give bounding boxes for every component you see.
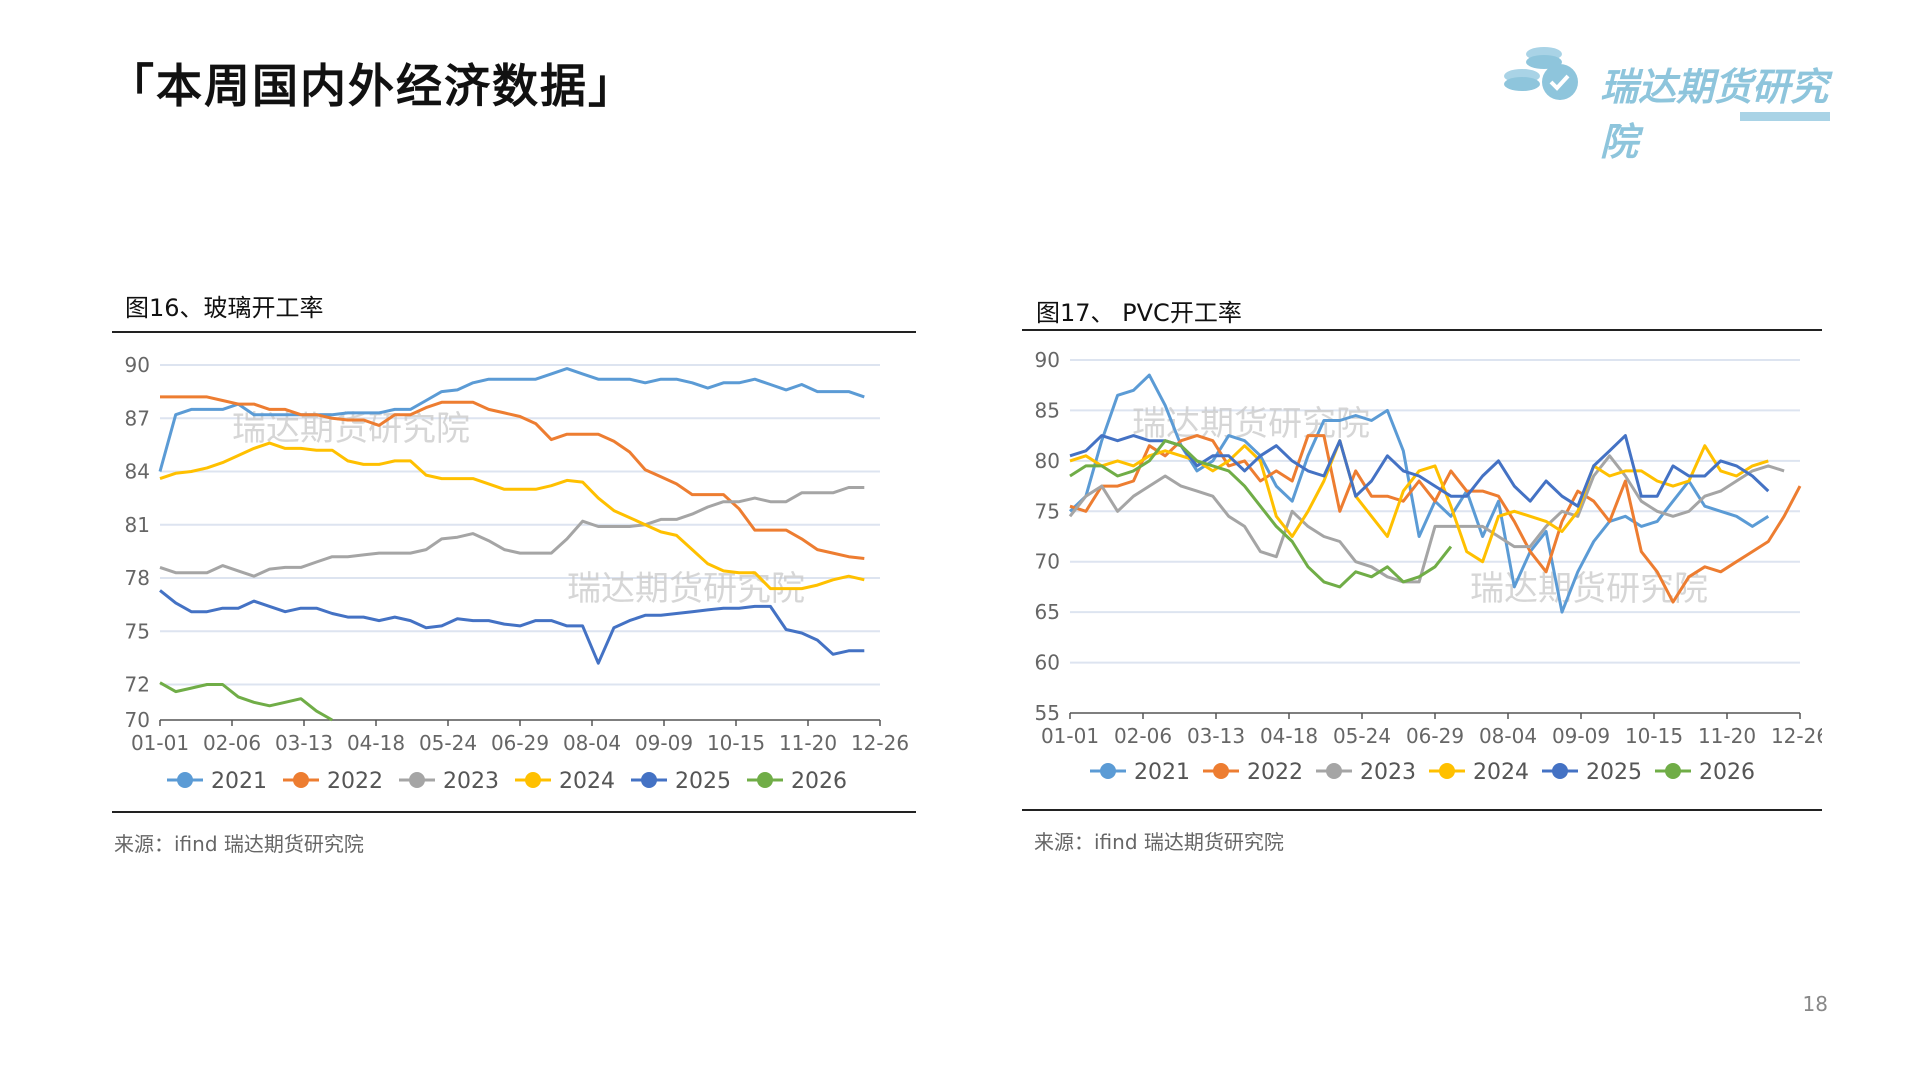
- page-title: 「本周国内外经济数据」: [108, 59, 636, 113]
- legend-marker: [641, 772, 657, 788]
- legend-marker: [1213, 763, 1229, 779]
- legend-label: 2021: [211, 769, 267, 794]
- legend-label: 2024: [559, 769, 615, 794]
- series-line-2022: [1069, 434, 1802, 604]
- legend-label: 2024: [1473, 760, 1529, 785]
- series-line-2025: [159, 589, 865, 665]
- legend-marker: [293, 772, 309, 788]
- legend-marker: [525, 772, 541, 788]
- y-tick-label: 84: [125, 460, 150, 484]
- y-tick-label: 90: [1035, 348, 1060, 372]
- x-tick-label: 01-01: [1041, 724, 1099, 748]
- x-tick-label: 06-29: [491, 731, 549, 755]
- series-line-2026: [159, 681, 333, 722]
- coin-stack-icon: [1504, 47, 1578, 100]
- x-tick-label: 03-13: [275, 731, 333, 755]
- x-tick-label: 05-24: [419, 731, 477, 755]
- series-line-2023: [159, 486, 865, 578]
- series-line-2023: [1068, 454, 1785, 584]
- y-tick-label: 75: [1035, 499, 1060, 523]
- legend-marker: [1552, 763, 1568, 779]
- y-tick-label: 80: [1035, 449, 1060, 473]
- y-tick-label: 85: [1035, 398, 1060, 422]
- bottom-rule: [1022, 809, 1822, 811]
- series-line-2026: [1069, 439, 1453, 589]
- x-tick-label: 02-06: [1114, 724, 1172, 748]
- logo-text: 瑞达期货研究院: [1600, 65, 1829, 164]
- legend-marker: [177, 772, 193, 788]
- legend-marker: [409, 772, 425, 788]
- y-tick-label: 87: [125, 406, 150, 430]
- legend-label: 2025: [1586, 760, 1642, 785]
- x-tick-label: 02-06: [203, 731, 261, 755]
- legend-marker: [1439, 763, 1455, 779]
- x-tick-label: 12-26: [851, 731, 909, 755]
- legend-marker: [757, 772, 773, 788]
- legend-label: 2023: [443, 769, 499, 794]
- watermark: 瑞达期货研究院: [567, 569, 805, 609]
- legend-marker: [1326, 763, 1342, 779]
- chart-glass-utilization: 70 72 75 78 81 84 87 90 01-01 02-06 03-13 04-18 05-2…: [125, 353, 910, 794]
- chart-title: 图16、玻璃开工率: [125, 294, 324, 322]
- source-note: 来源：ifind 瑞达期货研究院: [114, 832, 364, 856]
- legend-label: 2023: [1360, 760, 1416, 785]
- series-line-2024: [159, 441, 865, 591]
- x-tick-label: 11-20: [779, 731, 837, 755]
- legend-label: 2026: [791, 769, 847, 794]
- legend-label: 2022: [327, 769, 383, 794]
- series-line-2024: [1069, 439, 1769, 564]
- title-rule: [1022, 329, 1822, 331]
- y-tick-label: 65: [1035, 600, 1060, 624]
- y-tick-label: 70: [1035, 550, 1060, 574]
- legend-marker: [1100, 763, 1116, 779]
- logo-underline: [1740, 112, 1830, 121]
- y-tick-label: 55: [1035, 701, 1060, 725]
- series-line-2021: [158, 367, 865, 472]
- chart-pvc-utilization: 55 60 65 70 75 80 85 90 01-01 02-06 03-13 04-18 05-2…: [1035, 348, 1822, 785]
- y-tick-label: 90: [125, 353, 150, 377]
- x-tick-label: 10-15: [1625, 724, 1683, 748]
- x-tick-label: 04-18: [347, 731, 405, 755]
- y-tick-label: 78: [125, 566, 150, 590]
- y-tick-label: 81: [125, 513, 150, 537]
- page-number: 18: [1802, 992, 1828, 1016]
- watermark: 瑞达期货研究院: [1470, 569, 1708, 609]
- x-tick-label: 10-15: [707, 731, 765, 755]
- y-tick-label: 72: [125, 673, 150, 697]
- x-tick-label: 05-24: [1333, 724, 1391, 748]
- x-tick-label: 04-18: [1260, 724, 1318, 748]
- x-tick-label: 11-20: [1698, 724, 1756, 748]
- x-tick-label: 12-26: [1771, 724, 1822, 748]
- x-tick-label: 08-04: [563, 731, 621, 755]
- bottom-rule: [112, 811, 916, 813]
- x-tick-label: 08-04: [1479, 724, 1537, 748]
- source-note: 来源：ifind 瑞达期货研究院: [1034, 830, 1284, 854]
- series-line-2022: [160, 395, 865, 560]
- x-tick-label: 06-29: [1406, 724, 1464, 748]
- legend-label: 2026: [1699, 760, 1755, 785]
- legend-marker: [1665, 763, 1681, 779]
- y-tick-label: 70: [125, 708, 150, 732]
- y-tick-label: 60: [1035, 651, 1060, 675]
- x-tick-label: 01-01: [131, 731, 189, 755]
- x-tick-label: 09-09: [635, 731, 693, 755]
- legend-label: 2025: [675, 769, 731, 794]
- x-tick-label: 09-09: [1552, 724, 1610, 748]
- title-rule: [112, 331, 916, 333]
- legend-label: 2022: [1247, 760, 1303, 785]
- y-tick-label: 75: [125, 619, 150, 643]
- legend-label: 2021: [1134, 760, 1190, 785]
- chart-title: 图17、 PVC开工率: [1036, 299, 1242, 327]
- brand-logo: 瑞达期货研究院: [1500, 38, 1840, 164]
- x-tick-label: 03-13: [1187, 724, 1245, 748]
